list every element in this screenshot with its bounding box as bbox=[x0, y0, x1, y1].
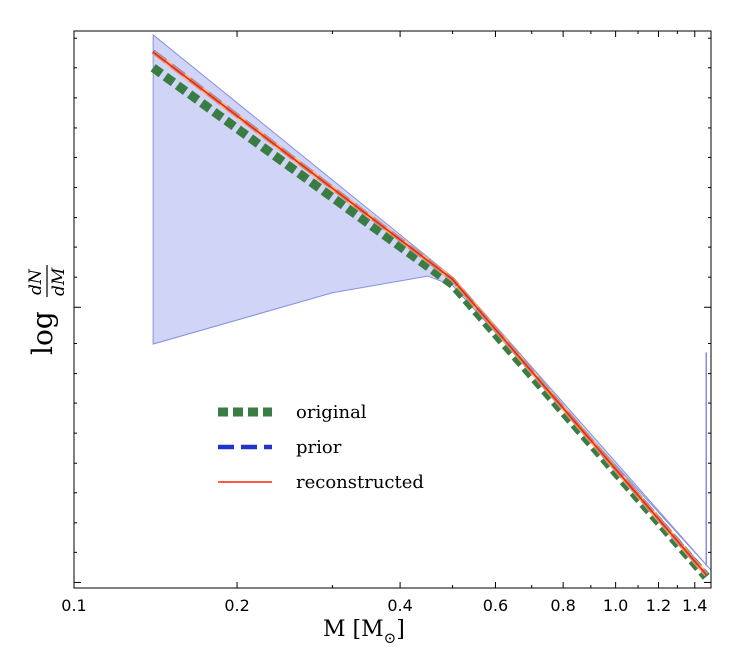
x-label-close: ] bbox=[396, 617, 405, 642]
y-label-numerator: dN bbox=[26, 268, 46, 295]
plot-area bbox=[150, 33, 711, 580]
legend-label-reconstructed: reconstructed bbox=[296, 472, 424, 493]
x-tick-label: 0.6 bbox=[483, 596, 508, 615]
x-tick-label: 0.1 bbox=[61, 596, 86, 615]
legend-label-prior: prior bbox=[296, 437, 342, 458]
x-tick-label: 0.8 bbox=[550, 596, 575, 615]
x-tick-label: 1.0 bbox=[603, 596, 628, 615]
x-tick-label: 0.2 bbox=[224, 596, 249, 615]
svg-text:M [M⊙]: M [M⊙] bbox=[323, 617, 405, 647]
x-tick-label: 0.4 bbox=[387, 596, 412, 615]
y-label-denominator: dM bbox=[49, 267, 69, 296]
x-tick-label: 1.4 bbox=[682, 596, 707, 615]
series-reconstructed-line bbox=[152, 51, 707, 576]
x-axis-label: M [M⊙] bbox=[323, 617, 405, 647]
x-label-sub: ⊙ bbox=[384, 629, 397, 647]
x-tick-label: 1.2 bbox=[646, 596, 671, 615]
axes-frame bbox=[73, 30, 712, 589]
y-axis-label: log dN dM bbox=[26, 265, 69, 355]
legend-label-original: original bbox=[296, 402, 367, 423]
axis-ticks: 0.1 0.2 0.4 0.6 0.8 1.0 1.2 1.4 bbox=[61, 31, 712, 615]
series-original-line bbox=[150, 64, 710, 580]
x-label-main: M [M bbox=[323, 617, 384, 642]
legend: original prior reconstructed bbox=[218, 402, 424, 493]
y-label-prefix: log bbox=[26, 311, 59, 355]
